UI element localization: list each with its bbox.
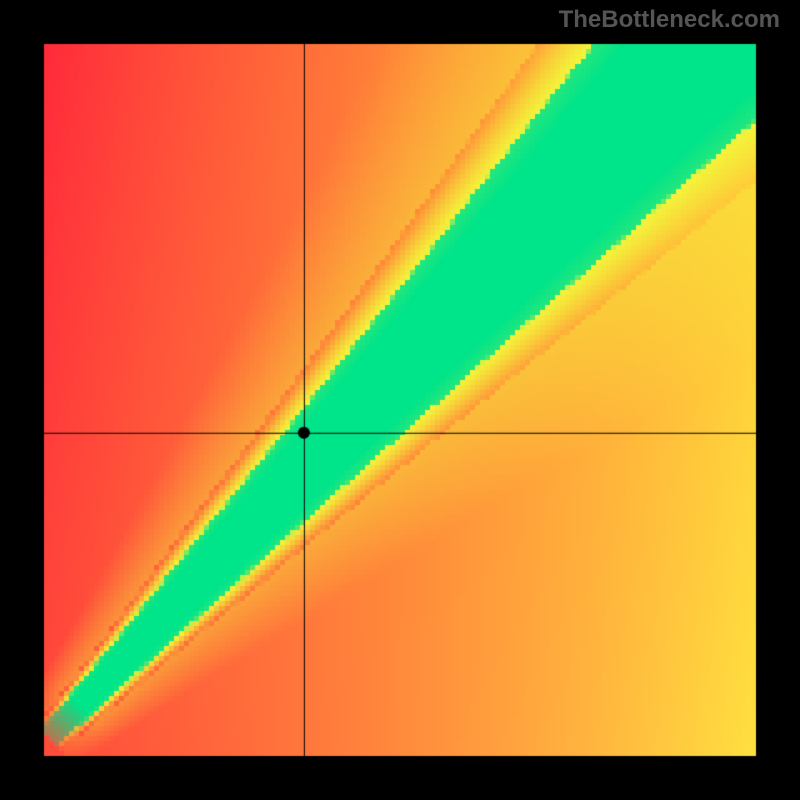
watermark-text: TheBottleneck.com <box>559 6 780 34</box>
root-container: TheBottleneck.com <box>0 0 800 800</box>
heatmap-canvas <box>0 0 800 800</box>
